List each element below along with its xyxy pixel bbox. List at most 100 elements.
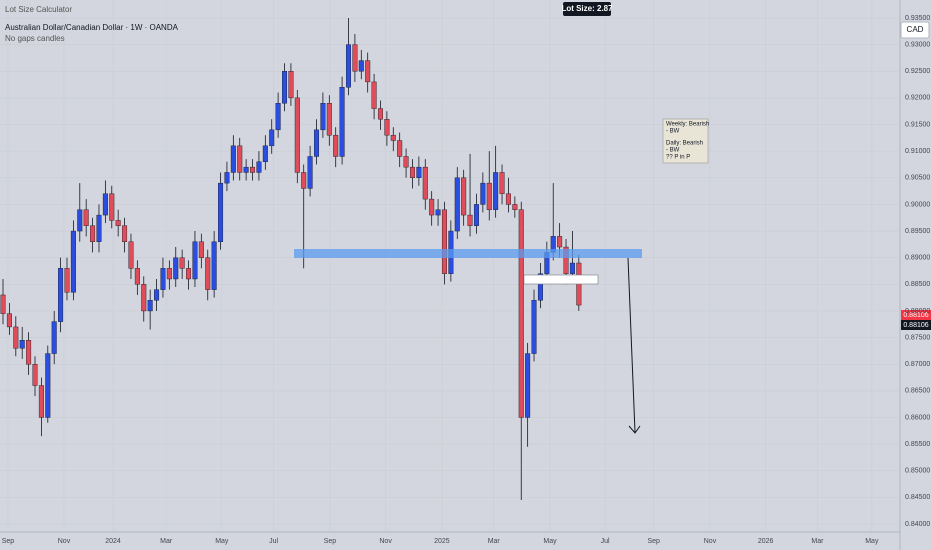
candle-body — [429, 198, 435, 216]
candle-body — [70, 230, 76, 293]
candle-body — [282, 71, 288, 104]
x-tick-label: Nov — [58, 538, 71, 545]
candle-body — [109, 193, 115, 221]
x-tick-label: 2024 — [105, 538, 121, 545]
candle-body — [301, 172, 307, 189]
candle-body — [122, 225, 128, 242]
candle-body — [505, 193, 511, 205]
candle-body — [13, 326, 19, 349]
candle-body — [64, 268, 70, 293]
y-tick-label: 0.84500 — [905, 494, 930, 501]
price-badge — [901, 310, 931, 320]
candle-body — [218, 182, 224, 242]
price-label: 0.88106 — [903, 322, 928, 329]
candle-body — [128, 241, 134, 269]
candle-body — [147, 300, 153, 312]
candle-body — [192, 241, 198, 280]
candle-body — [96, 214, 102, 242]
y-tick-label: 0.92000 — [905, 95, 930, 102]
candle-body — [0, 294, 6, 314]
candle-body — [51, 321, 57, 354]
candle-body — [205, 257, 211, 290]
candle-body — [179, 257, 185, 269]
candle-body — [557, 236, 563, 248]
candle-body — [250, 166, 256, 173]
order-block — [523, 274, 599, 285]
candle-body — [294, 97, 300, 173]
y-tick-label: 0.85000 — [905, 468, 930, 475]
y-tick-label: 0.90500 — [905, 175, 930, 182]
candle-body — [525, 353, 531, 418]
note-line: - BW — [666, 129, 680, 135]
candle-body — [77, 209, 83, 232]
y-tick-label: 0.93000 — [905, 41, 930, 48]
candle-body — [454, 177, 460, 232]
candle-body — [518, 209, 524, 418]
candle-body — [243, 166, 249, 173]
candle-body — [358, 60, 364, 72]
note-line: - BW — [666, 148, 680, 154]
candle-body — [377, 108, 383, 120]
y-tick-label: 0.86000 — [905, 414, 930, 421]
candle-body — [352, 44, 358, 72]
candle-body — [461, 177, 467, 216]
candle-body — [211, 241, 217, 290]
candle-body — [173, 257, 179, 280]
candle-body — [38, 385, 44, 418]
y-tick-label: 0.88500 — [905, 281, 930, 288]
candle-body — [435, 209, 441, 216]
price-label: 0.88106 — [903, 312, 928, 319]
currency[interactable]: CAD — [907, 25, 924, 34]
candle-body — [32, 364, 38, 386]
candle-body — [262, 145, 268, 163]
x-tick-label: 2026 — [758, 538, 774, 545]
candle-body — [441, 209, 447, 274]
x-tick-label: Sep — [2, 538, 15, 545]
x-tick-label: Jul — [269, 538, 278, 545]
candle-body — [19, 340, 25, 349]
x-tick-label: May — [543, 538, 557, 545]
note-line: Weekly: Bearish — [666, 122, 709, 128]
currency-button[interactable] — [900, 21, 930, 39]
candle-body — [275, 103, 281, 131]
y-tick-label: 0.89000 — [905, 255, 930, 262]
candle-body — [230, 145, 236, 173]
candle-body — [6, 313, 12, 328]
candle-body — [115, 220, 121, 226]
candle-body — [416, 166, 422, 178]
candle-body — [160, 268, 166, 290]
x-tick-label: Mar — [811, 538, 824, 545]
y-tick-label: 0.90000 — [905, 201, 930, 208]
x-tick-label: Nov — [379, 538, 392, 545]
candle-body — [467, 214, 473, 226]
candle-body — [45, 353, 51, 418]
tool-name[interactable]: Lot Size Calculator — [5, 5, 72, 14]
candle-body — [371, 81, 377, 109]
candle-body — [512, 204, 518, 210]
candle-body — [397, 140, 403, 157]
x-tick-label: Nov — [704, 538, 717, 545]
y-tick-label: 0.86500 — [905, 388, 930, 395]
candle-body — [58, 268, 64, 322]
candle-body — [365, 60, 371, 83]
candle-body — [333, 134, 339, 157]
lot-size-badge — [563, 2, 611, 16]
candle-body — [499, 172, 505, 194]
price-badge — [901, 320, 931, 330]
candle-body — [569, 262, 575, 274]
support-zone — [294, 249, 642, 258]
x-tick-label: Jul — [601, 538, 610, 545]
y-tick-label: 0.87500 — [905, 334, 930, 341]
y-tick-label: 0.85500 — [905, 441, 930, 448]
candle-body — [224, 172, 230, 184]
note-line: ?? P in P — [666, 155, 690, 161]
x-tick-label: Mar — [160, 538, 173, 545]
y-tick-label: 0.84000 — [905, 521, 930, 528]
candle-body — [269, 129, 275, 147]
y-tick-label: 0.93500 — [905, 15, 930, 22]
candle-body — [102, 193, 108, 216]
candle-body — [186, 268, 192, 280]
y-tick-label: 0.91500 — [905, 121, 930, 128]
